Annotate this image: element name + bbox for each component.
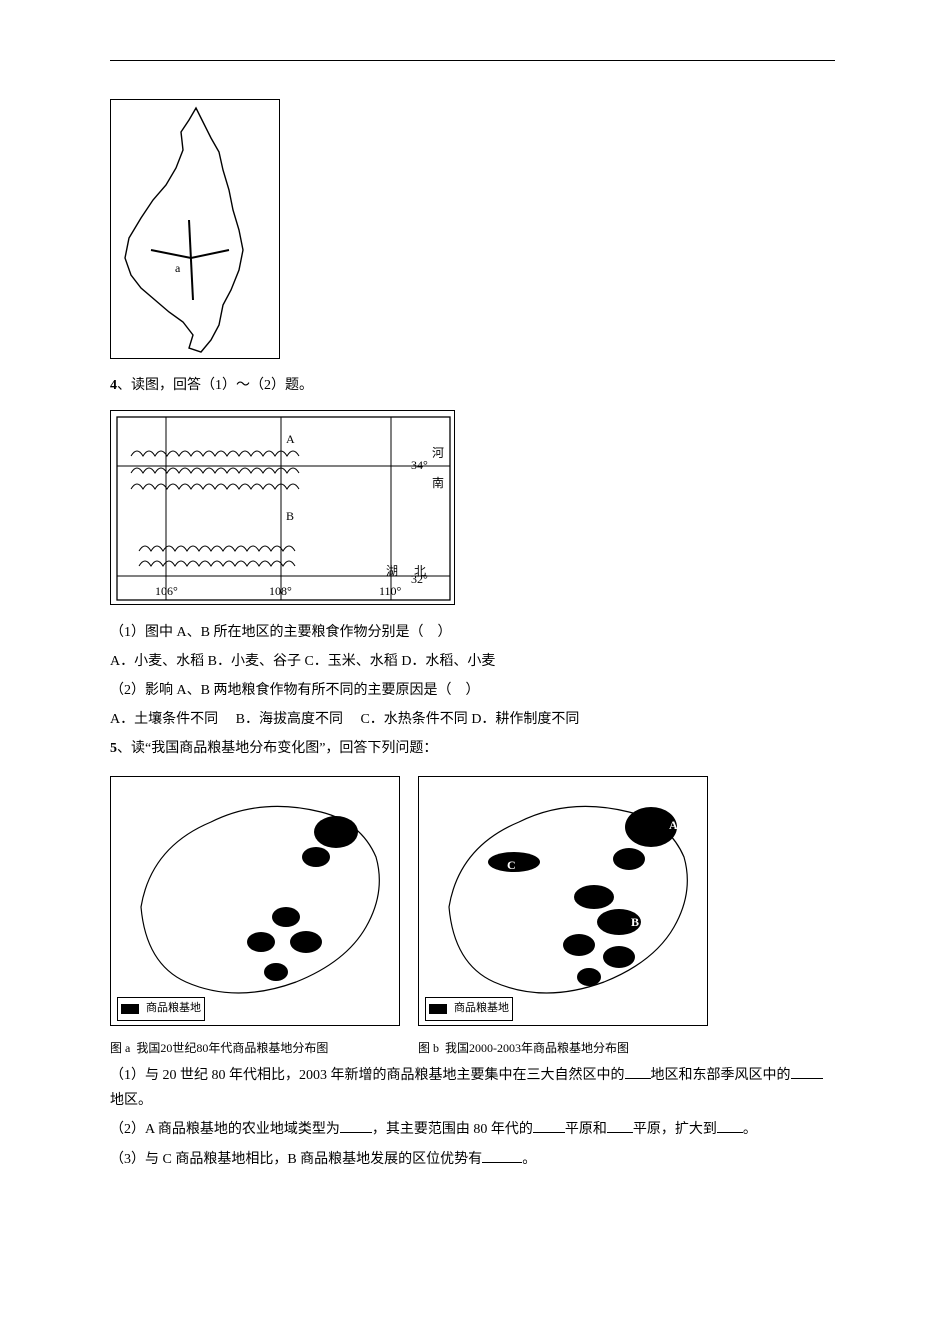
q5-sub1-a: （1）与 20 世纪 80 年代相比，2003 年新增的商品粮基地主要集中在三大… [110, 1068, 625, 1083]
q4-sub1-stem: （1）图中 A、B 所在地区的主要粮食作物分别是（ ） [110, 620, 835, 645]
q5-sub1-b: 地区和东部季风区中的 [651, 1068, 791, 1083]
q4-intro: 4、读图，回答（1）～（2）题。 [110, 373, 835, 398]
q4-sub2-stem: （2）影响 A、B 两地粮食作物有所不同的主要原因是（ ） [110, 678, 835, 703]
q5-legend-b-text: 商品粮基地 [454, 999, 509, 1019]
province-outline-svg: a [111, 100, 281, 360]
q5-map-a-legend: 商品粮基地 [117, 997, 205, 1021]
q4-sub1-optD: D．水稻、小麦 [401, 654, 495, 669]
q4-sub2-optD: D．耕作制度不同 [471, 712, 579, 727]
figure-q4-map: A B 河 南 湖 北 34° 32° 106° 108° 110° [110, 410, 455, 605]
q5-captionB-prefix: 图 b [418, 1041, 439, 1055]
q4-sub1-optA: A．小麦、水稻 [110, 654, 204, 669]
q4-lat32: 32° [411, 569, 428, 591]
q5-sub1-c: 地区。 [110, 1093, 152, 1108]
figure-province-outline: a [110, 99, 280, 359]
q5-captionA-prefix: 图 a [110, 1041, 130, 1055]
header-rule [110, 60, 835, 61]
q5-mapb-label-A: A [669, 815, 678, 837]
q5-mapb-label-C: C [507, 855, 516, 877]
q5-captionB-text: 我国2000-2003年商品粮基地分布图 [445, 1041, 629, 1055]
q4-sub2-optA: A．土壤条件不同 [110, 712, 218, 727]
legend-swatch-icon-b [429, 1004, 447, 1014]
q5-sub3: （3）与 C 商品粮基地相比，B 商品粮基地发展的区位优势有 。 [110, 1147, 835, 1172]
q5-map-a-svg [111, 777, 401, 1027]
q5-captionA-text: 我国20世纪80年代商品粮基地分布图 [136, 1041, 328, 1055]
q4-intro-text: 、读图，回答（1）～（2）题。 [117, 378, 313, 393]
q5-number: 5 [110, 741, 117, 756]
q4-lon110: 110° [379, 581, 401, 603]
q5-map-b-legend: 商品粮基地 [425, 997, 513, 1021]
q4-lat34: 34° [411, 455, 428, 477]
figure-q5-map-b: A B C 商品粮基地 [418, 776, 708, 1026]
q5-maps-row: 商品粮基地 图 a 我国20世纪80年代商品粮基地分布图 A B C [110, 768, 835, 1060]
q5-sub2-e: 。 [743, 1122, 757, 1137]
q4-label-B: B [286, 506, 294, 528]
q4-lon108: 108° [269, 581, 292, 603]
q4-label-A: A [286, 429, 295, 451]
q4-sub1-optC: C．玉米、水稻 [304, 654, 397, 669]
q4-label-nan: 南 [432, 473, 444, 495]
q5-sub1: （1）与 20 世纪 80 年代相比，2003 年新增的商品粮基地主要集中在三大… [110, 1063, 835, 1113]
q5-sub2-b: ，其主要范围由 80 年代的 [372, 1122, 533, 1137]
q5-map-b-col: A B C 商品粮基地 图 b 我国2000-2003年商品粮基地分布图 [418, 768, 708, 1060]
q5-sub3-a: （3）与 C 商品粮基地相比，B 商品粮基地发展的区位优势有 [110, 1152, 482, 1167]
q4-map-svg [111, 411, 456, 606]
q5-sub2-a: （2）A 商品粮基地的农业地域类型为 [110, 1122, 340, 1137]
q5-caption-a: 图 a 我国20世纪80年代商品粮基地分布图 [110, 1038, 328, 1060]
q5-map-a-col: 商品粮基地 图 a 我国20世纪80年代商品粮基地分布图 [110, 768, 400, 1060]
blank [625, 1065, 651, 1079]
blank [482, 1149, 522, 1163]
q4-label-he: 河 [432, 443, 444, 465]
figure-q5-map-a: 商品粮基地 [110, 776, 400, 1026]
q5-mapb-label-B: B [631, 912, 639, 934]
q4-label-hu: 湖 [386, 561, 398, 583]
q5-sub2-c: 平原和 [565, 1122, 607, 1137]
q5-intro-text: 、读“我国商品粮基地分布变化图”，回答下列问题： [117, 741, 437, 756]
q4-sub1-options: A．小麦、水稻 B．小麦、谷子 C．玉米、水稻 D．水稻、小麦 [110, 649, 835, 674]
blank [340, 1119, 372, 1133]
q4-sub1-optB: B．小麦、谷子 [208, 654, 301, 669]
q4-lon106: 106° [155, 581, 178, 603]
q4-sub2-optB: B．海拔高度不同 [236, 712, 343, 727]
blank [717, 1119, 743, 1133]
q5-sub2: （2）A 商品粮基地的农业地域类型为 ，其主要范围由 80 年代的 平原和 平原，扩大… [110, 1117, 835, 1142]
blank [791, 1065, 823, 1079]
blank [607, 1119, 633, 1133]
q5-legend-a-text: 商品粮基地 [146, 999, 201, 1019]
q5-caption-b: 图 b 我国2000-2003年商品粮基地分布图 [418, 1038, 629, 1060]
q5-map-b-svg [419, 777, 709, 1027]
q4-sub2-options: A．土壤条件不同 B．海拔高度不同 C．水热条件不同 D．耕作制度不同 [110, 707, 835, 732]
q5-sub2-d: 平原，扩大到 [633, 1122, 717, 1137]
q5-intro: 5、读“我国商品粮基地分布变化图”，回答下列问题： [110, 736, 835, 761]
legend-swatch-icon [121, 1004, 139, 1014]
blank [533, 1119, 565, 1133]
q5-sub3-b: 。 [522, 1152, 536, 1167]
q4-sub2-optC: C．水热条件不同 [360, 712, 467, 727]
q4-number: 4 [110, 378, 117, 393]
svg-text:a: a [175, 261, 181, 275]
